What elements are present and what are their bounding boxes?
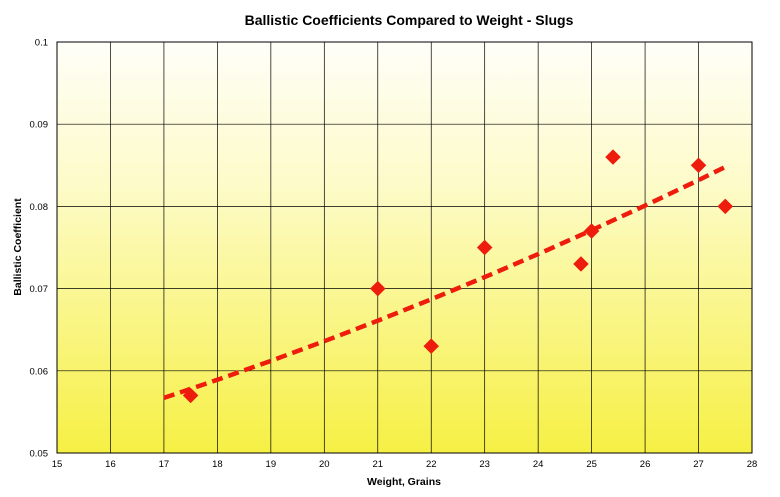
data-points — [182, 149, 734, 404]
y-tick-label: 0.08 — [30, 202, 49, 213]
x-tick-label: 18 — [212, 459, 223, 470]
y-axis-ticks: 0.05 0.06 0.07 0.08 0.09 0.1 — [30, 38, 49, 460]
x-tick-label: 27 — [693, 459, 704, 470]
y-tick-label: 0.06 — [30, 366, 49, 377]
chart-title: Ballistic Coefficients Compared to Weigh… — [245, 12, 574, 28]
x-tick-label: 24 — [533, 459, 544, 470]
trendline-group — [163, 164, 727, 401]
x-tick-label: 22 — [426, 459, 437, 470]
x-tick-label: 23 — [479, 459, 490, 470]
data-point-diamond — [182, 387, 199, 404]
x-tick-label: 25 — [586, 459, 597, 470]
plot-border — [56, 41, 753, 454]
plot-area — [57, 42, 752, 453]
trendline — [163, 164, 727, 401]
data-point-diamond — [717, 198, 734, 215]
x-tick-label: 19 — [266, 459, 277, 470]
x-tick-label: 15 — [52, 459, 63, 470]
y-tick-label: 0.05 — [30, 449, 49, 460]
data-point-diamond — [423, 338, 440, 354]
y-tick-label: 0.07 — [30, 284, 49, 295]
data-point-diamond — [369, 280, 386, 297]
x-tick-label: 26 — [640, 459, 651, 470]
data-point-diamond — [690, 157, 707, 174]
y-tick-label: 0.1 — [35, 38, 48, 49]
x-tick-label: 20 — [319, 459, 330, 470]
x-axis-ticks: 15 16 17 18 19 20 21 22 23 24 25 26 27 28 — [52, 459, 758, 470]
data-point-diamond — [476, 239, 493, 256]
y-tick-label: 0.09 — [30, 120, 49, 131]
x-axis-label: Weight, Grains — [367, 476, 441, 488]
data-point-diamond — [573, 256, 589, 272]
x-tick-label: 17 — [159, 459, 170, 470]
y-axis-label: Ballistic Coefficient — [12, 198, 24, 296]
x-tick-label: 21 — [372, 459, 383, 470]
x-tick-label: 28 — [747, 459, 758, 470]
x-tick-label: 16 — [105, 459, 116, 470]
data-point-diamond — [583, 223, 600, 239]
data-point-diamond — [605, 149, 621, 165]
